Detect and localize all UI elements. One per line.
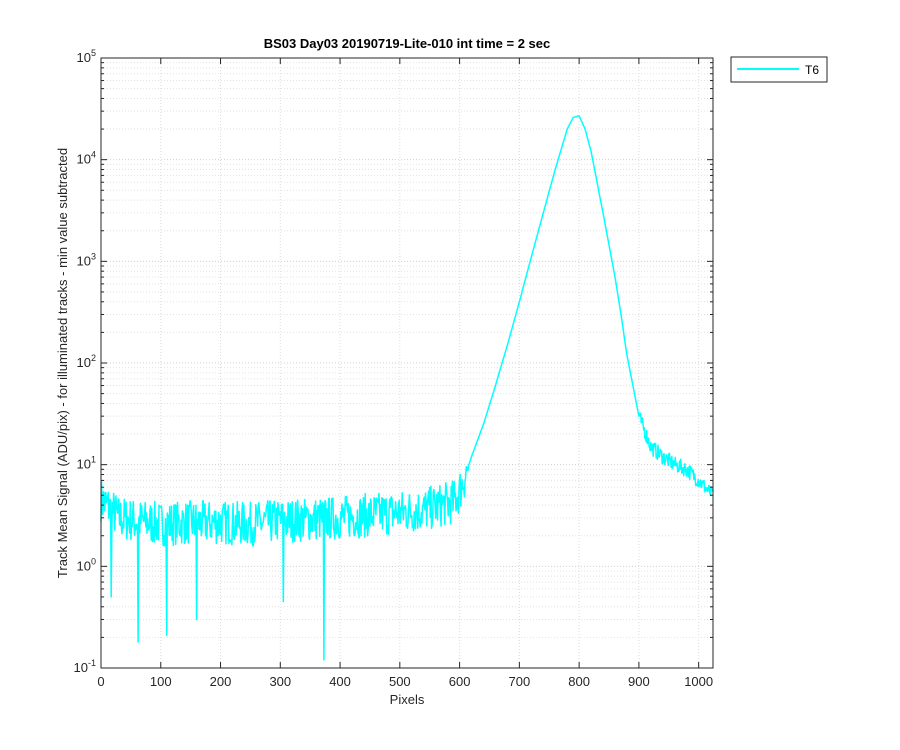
x-tick-label: 900 xyxy=(628,674,650,689)
y-tick-layer: 10-1 100 101 102 103 104 105 xyxy=(74,48,713,675)
y-tick-label: 100 xyxy=(77,556,96,573)
x-tick-label: 600 xyxy=(449,674,471,689)
x-tick-label: 500 xyxy=(389,674,411,689)
x-tick-label: 700 xyxy=(509,674,531,689)
y-tick-label: 103 xyxy=(77,251,96,268)
chart-title: BS03 Day03 20190719-Lite-010 int time = … xyxy=(264,36,551,51)
x-tick-label: 100 xyxy=(150,674,172,689)
x-tick-label: 200 xyxy=(210,674,232,689)
y-axis-label: Track Mean Signal (ADU/pix) - for illumi… xyxy=(55,148,70,578)
x-tick-layer: 0 100 200 300 400 500 600 700 800 900 1000 xyxy=(97,58,713,689)
y-tick-label: 104 xyxy=(77,150,96,167)
grid-layer xyxy=(101,58,713,668)
legend: T6 xyxy=(730,56,828,83)
series-layer xyxy=(100,115,714,661)
x-tick-label: 400 xyxy=(329,674,351,689)
y-tick-label: 10-1 xyxy=(74,658,96,675)
y-tick-label: 105 xyxy=(77,48,96,65)
x-tick-label: 1000 xyxy=(684,674,713,689)
y-tick-label: 101 xyxy=(77,455,96,472)
legend-label-t6: T6 xyxy=(805,63,819,77)
x-axis-label: Pixels xyxy=(390,692,425,707)
x-tick-label: 300 xyxy=(269,674,291,689)
y-tick-label: 102 xyxy=(77,353,96,370)
series-line-t6 xyxy=(100,115,714,661)
x-tick-label: 800 xyxy=(568,674,590,689)
x-tick-label: 0 xyxy=(97,674,104,689)
